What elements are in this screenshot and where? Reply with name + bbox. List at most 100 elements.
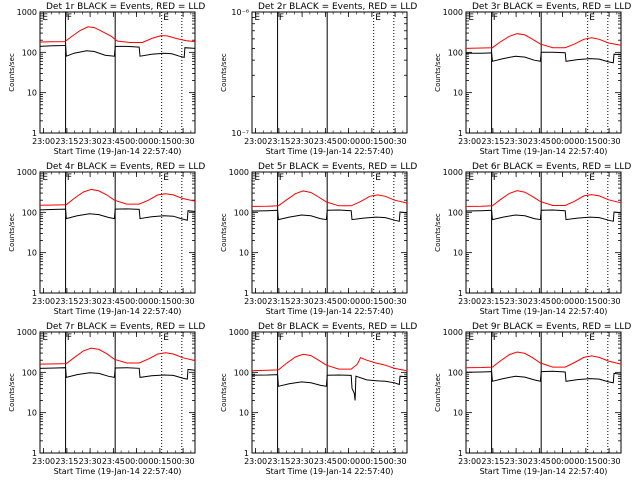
- y-axis-label: Counts/sec: [8, 53, 16, 92]
- x-tick-label: 00:15: [574, 457, 597, 466]
- x-tick-label: 00:00: [551, 297, 574, 306]
- x-tick-label: 00:30: [598, 137, 621, 146]
- x-tick-label: 23:00: [244, 297, 267, 306]
- x-tick-label: 00:00: [125, 137, 148, 146]
- x-tick-label: 00:30: [384, 297, 407, 306]
- event-label: F: [493, 333, 498, 343]
- x-tick-label: 00:30: [172, 297, 195, 306]
- x-axis-label: Start Time (19-Jan-14 22:57:40): [54, 147, 182, 156]
- series-lld: [465, 33, 622, 49]
- plot-frame: [465, 11, 622, 134]
- y-tick-label: 100: [234, 368, 249, 377]
- series-events: [39, 208, 196, 221]
- x-tick-label: 23:00: [458, 457, 481, 466]
- y-axis-label: Counts/sec: [8, 213, 16, 252]
- plot-frame: [465, 171, 622, 294]
- y-tick-label: 1000: [443, 8, 463, 17]
- panel-title: Det 6r BLACK = Events, RED = LLD: [472, 162, 631, 172]
- series-lld: [39, 26, 196, 43]
- x-tick-label: 00:30: [172, 137, 195, 146]
- x-tick-label: 23:00: [32, 457, 55, 466]
- x-tick-label: 23:30: [79, 457, 102, 466]
- event-label: F: [279, 333, 284, 343]
- panel-title: Det 4r BLACK = Events, RED = LLD: [46, 162, 205, 172]
- series-events: [251, 209, 408, 222]
- event-label: F: [493, 13, 498, 23]
- y-tick-label: 1000: [229, 328, 249, 337]
- x-tick-label: 23:15: [55, 457, 78, 466]
- x-tick-label: 00:00: [337, 457, 360, 466]
- series-events: [39, 367, 196, 380]
- x-tick-label: 00:15: [360, 457, 383, 466]
- panel-9: Det 9r BLACK = Events, RED = LLD 1 10 100 10…: [434, 322, 631, 476]
- event-label: F: [67, 333, 72, 343]
- x-tick-label: 00:15: [574, 137, 597, 146]
- y-tick-label: 1000: [443, 168, 463, 177]
- y-tick-label: 1: [244, 289, 249, 298]
- series-events: [466, 51, 622, 64]
- event-label: E: [375, 173, 381, 183]
- y-axis-label: Counts/sec: [220, 53, 228, 92]
- series-events: [465, 209, 622, 222]
- y-tick-label: 1000: [17, 168, 37, 177]
- event-label: E: [375, 13, 381, 23]
- y-tick-label: 10: [453, 409, 463, 418]
- event-label: E: [589, 333, 595, 343]
- y-axis-label: Counts/sec: [434, 373, 442, 412]
- panel-title: Det 1r BLACK = Events, RED = LLD: [46, 2, 205, 12]
- y-tick-label: 1: [458, 449, 463, 458]
- y-tick-label: 1: [32, 129, 37, 138]
- panel-title: Det 5r BLACK = Events, RED = LLD: [258, 162, 417, 172]
- y-tick-label: 1: [458, 129, 463, 138]
- x-tick-label: 23:45: [102, 297, 125, 306]
- panel-title: Det 3r BLACK = Events, RED = LLD: [472, 2, 631, 12]
- x-tick-label: 00:00: [125, 457, 148, 466]
- panel-3: Det 3r BLACK = Events, RED = LLD 1 10 100 10…: [434, 2, 631, 156]
- series-lld: [251, 353, 408, 372]
- panel-2: Det 2r BLACK = Events, RED = LLD 10⁻⁷ 10⁻⁶…: [220, 2, 417, 156]
- y-tick-label: 1: [32, 289, 37, 298]
- series-lld: [465, 190, 622, 207]
- event-label: F: [279, 173, 284, 183]
- x-tick-label: 23:00: [458, 297, 481, 306]
- x-tick-label: 00:00: [337, 137, 360, 146]
- panel-title: Det 7r BLACK = Events, RED = LLD: [46, 322, 205, 332]
- x-tick-label: 00:15: [360, 297, 383, 306]
- series-lld: [39, 347, 196, 365]
- x-tick-label: 23:45: [528, 457, 551, 466]
- x-tick-label: 23:45: [102, 137, 125, 146]
- x-tick-label: 23:30: [79, 137, 102, 146]
- x-tick-label: 23:00: [244, 137, 267, 146]
- y-axis-label: Counts/sec: [8, 373, 16, 412]
- event-label: F: [67, 13, 72, 23]
- y-tick-label: 1000: [17, 8, 37, 17]
- x-axis-label: Start Time (19-Jan-14 22:57:40): [266, 307, 394, 316]
- x-tick-label: 23:15: [481, 457, 504, 466]
- x-tick-label: 00:00: [337, 297, 360, 306]
- event-label: E: [589, 13, 595, 23]
- x-tick-label: 23:15: [267, 457, 290, 466]
- event-label: F: [67, 173, 72, 183]
- x-tick-label: 00:00: [551, 137, 574, 146]
- x-tick-label: 23:45: [314, 297, 337, 306]
- event-label: E: [163, 173, 169, 183]
- series-events: [251, 374, 408, 401]
- x-axis-label: Start Time (19-Jan-14 22:57:40): [480, 307, 608, 316]
- y-tick-label: 1000: [443, 328, 463, 337]
- panel-8: Det 8r BLACK = Events, RED = LLD 1 10 100 10…: [220, 322, 417, 476]
- y-tick-label: 100: [22, 368, 37, 377]
- x-tick-label: 23:00: [244, 457, 267, 466]
- event-label: E: [254, 13, 260, 23]
- x-tick-label: 23:15: [55, 297, 78, 306]
- x-tick-label: 00:00: [125, 297, 148, 306]
- x-tick-label: 00:00: [551, 457, 574, 466]
- plot-frame: [39, 171, 196, 294]
- y-tick-label: 10: [27, 249, 37, 258]
- panel-7: Det 7r BLACK = Events, RED = LLD 1 10 100 10…: [8, 322, 205, 476]
- event-label: E: [42, 333, 48, 343]
- x-tick-label: 00:30: [598, 457, 621, 466]
- series-lld: [465, 351, 622, 369]
- event-label: E: [254, 333, 260, 343]
- x-axis-label: Start Time (19-Jan-14 22:57:40): [480, 467, 608, 476]
